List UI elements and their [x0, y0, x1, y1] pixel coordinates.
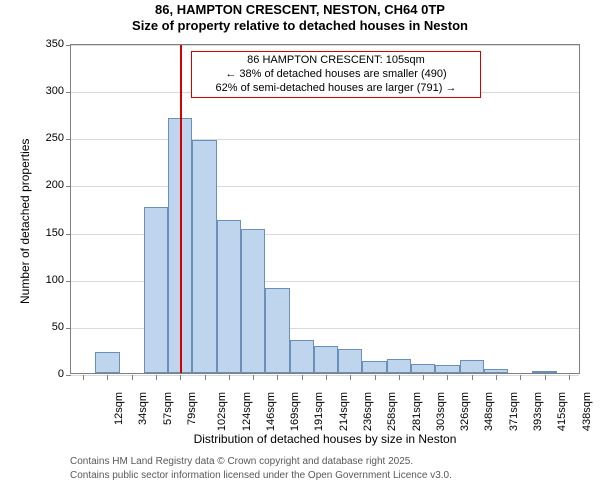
y-tick-mark: [66, 328, 71, 329]
x-tick-mark: [423, 375, 424, 380]
x-tick-label: 34sqm: [137, 392, 149, 425]
x-tick-label: 303sqm: [435, 392, 447, 431]
histogram-bar: [435, 365, 459, 373]
y-axis-label: Number of detached properties: [18, 139, 32, 304]
x-tick-mark: [156, 375, 157, 380]
x-tick-mark: [83, 375, 84, 380]
x-tick-label: 393sqm: [532, 392, 544, 431]
x-tick-mark: [277, 375, 278, 380]
grid-line: [71, 186, 579, 187]
chart-title-block: 86, HAMPTON CRESCENT, NESTON, CH64 0TP S…: [0, 2, 600, 33]
x-tick-mark: [399, 375, 400, 380]
histogram-bar: [217, 220, 241, 373]
histogram-bar: [314, 346, 338, 373]
annotation-line: 86 HAMPTON CRESCENT: 105sqm: [196, 54, 476, 68]
x-tick-mark: [132, 375, 133, 380]
grid-line: [71, 375, 579, 376]
y-tick-mark: [66, 375, 71, 376]
x-tick-label: 371sqm: [508, 392, 520, 431]
histogram-bar: [411, 364, 435, 373]
histogram-bar: [241, 229, 265, 373]
x-tick-mark: [496, 375, 497, 380]
y-tick-label: 50: [40, 321, 64, 333]
x-tick-label: 236sqm: [362, 392, 374, 431]
x-tick-mark: [520, 375, 521, 380]
y-tick-mark: [66, 139, 71, 140]
x-tick-mark: [205, 375, 206, 380]
x-tick-label: 79sqm: [186, 392, 198, 425]
x-tick-label: 57sqm: [162, 392, 174, 425]
histogram-bar: [460, 360, 484, 373]
y-tick-mark: [66, 45, 71, 46]
annotation-box: 86 HAMPTON CRESCENT: 105sqm← 38% of deta…: [191, 51, 481, 98]
y-tick-label: 300: [40, 85, 64, 97]
histogram-bar: [484, 369, 508, 373]
x-tick-mark: [229, 375, 230, 380]
x-tick-label: 258sqm: [386, 392, 398, 431]
annotation-line: ← 38% of detached houses are smaller (49…: [196, 68, 476, 82]
histogram-bar: [532, 371, 556, 373]
histogram-bar: [338, 349, 362, 374]
grid-line: [71, 45, 579, 46]
y-tick-label: 100: [40, 274, 64, 286]
x-tick-label: 415sqm: [556, 392, 568, 431]
marker-line: [180, 45, 182, 373]
y-tick-mark: [66, 234, 71, 235]
histogram-bar: [265, 288, 289, 373]
y-tick-label: 200: [40, 179, 64, 191]
x-tick-mark: [375, 375, 376, 380]
plot-area: 86 HAMPTON CRESCENT: 105sqm← 38% of deta…: [70, 44, 580, 374]
x-tick-label: 281sqm: [411, 392, 423, 431]
y-tick-label: 150: [40, 227, 64, 239]
y-tick-label: 350: [40, 38, 64, 50]
histogram-bar: [387, 359, 411, 373]
y-tick-mark: [66, 281, 71, 282]
histogram-bar: [95, 352, 119, 373]
grid-line: [71, 139, 579, 140]
footer-line-1: Contains HM Land Registry data © Crown c…: [70, 456, 413, 467]
x-tick-mark: [472, 375, 473, 380]
x-tick-label: 191sqm: [314, 392, 326, 431]
histogram-bar: [290, 340, 314, 373]
x-tick-mark: [447, 375, 448, 380]
x-axis-label: Distribution of detached houses by size …: [70, 432, 580, 446]
x-tick-label: 12sqm: [113, 392, 125, 425]
x-tick-mark: [350, 375, 351, 380]
x-tick-label: 169sqm: [289, 392, 301, 431]
x-tick-mark: [569, 375, 570, 380]
x-tick-label: 124sqm: [241, 392, 253, 431]
histogram-bar: [362, 361, 386, 373]
y-tick-label: 250: [40, 132, 64, 144]
x-tick-label: 348sqm: [484, 392, 496, 431]
x-tick-label: 438sqm: [581, 392, 593, 431]
histogram-bar: [144, 207, 168, 373]
x-tick-label: 146sqm: [265, 392, 277, 431]
title-line-1: 86, HAMPTON CRESCENT, NESTON, CH64 0TP: [0, 2, 600, 17]
title-line-2: Size of property relative to detached ho…: [0, 18, 600, 33]
footer-line-2: Contains public sector information licen…: [70, 470, 452, 481]
x-tick-label: 102sqm: [216, 392, 228, 431]
x-tick-label: 214sqm: [338, 392, 350, 431]
x-tick-mark: [302, 375, 303, 380]
x-tick-mark: [253, 375, 254, 380]
histogram-bar: [192, 140, 216, 373]
x-tick-label: 326sqm: [459, 392, 471, 431]
y-tick-label: 0: [40, 368, 64, 380]
x-tick-mark: [545, 375, 546, 380]
y-tick-mark: [66, 92, 71, 93]
y-tick-mark: [66, 186, 71, 187]
annotation-line: 62% of semi-detached houses are larger (…: [196, 82, 476, 96]
x-tick-mark: [326, 375, 327, 380]
x-tick-mark: [107, 375, 108, 380]
x-tick-mark: [180, 375, 181, 380]
